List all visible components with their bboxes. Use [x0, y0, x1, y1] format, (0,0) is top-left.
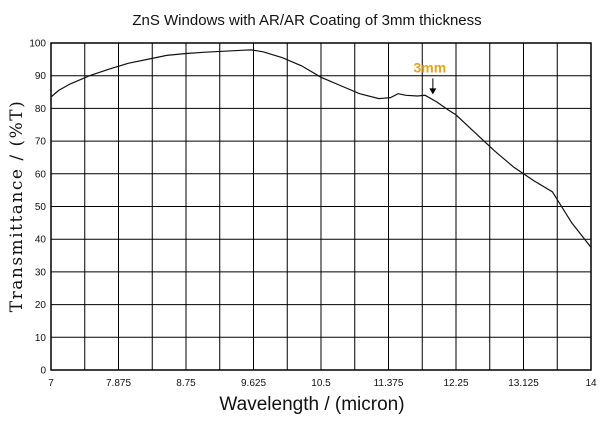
x-tick-label: 8.75 — [176, 378, 196, 389]
annotation-label: 3mm — [414, 59, 447, 75]
y-tick-label: 10 — [35, 333, 47, 344]
y-tick-label: 70 — [35, 137, 47, 148]
y-tick-label: 60 — [35, 169, 47, 180]
transmittance-curve — [50, 49, 592, 248]
x-tick-label: 7 — [48, 378, 54, 389]
x-tick-label: 11.375 — [374, 378, 404, 389]
y-tick-label: 90 — [35, 71, 47, 82]
y-tick-label: 0 — [40, 366, 46, 377]
x-tick-label: 13.125 — [508, 378, 539, 389]
y-tick-label: 50 — [35, 202, 47, 213]
thickness-annotation: 3mm — [414, 59, 447, 95]
y-tick-label: 30 — [35, 267, 47, 278]
grid-lines — [51, 43, 591, 370]
y-tick-label: 100 — [29, 39, 46, 50]
chart-title: ZnS Windows with AR/AR Coating of 3mm th… — [132, 12, 481, 29]
y-tick-labels: 0 10 20 30 40 50 60 70 80 90 100 — [29, 39, 46, 377]
x-tick-labels: 7 7.875 8.75 9.625 10.5 11.375 12.25 13.125 14 — [48, 378, 597, 389]
x-axis-label: Wavelength / (micron) — [219, 394, 404, 415]
x-tick-label: 12.25 — [443, 378, 468, 389]
x-tick-label: 9.625 — [241, 378, 266, 389]
annotation-arrow-head — [429, 88, 437, 95]
y-tick-label: 80 — [35, 104, 47, 115]
y-axis-label: Transmittance / (%T) — [7, 100, 27, 312]
x-tick-label: 7.875 — [106, 378, 131, 389]
x-tick-label: 10.5 — [311, 378, 331, 389]
y-tick-label: 40 — [35, 235, 47, 246]
y-tick-label: 20 — [35, 300, 47, 311]
x-tick-label: 14 — [585, 378, 597, 389]
